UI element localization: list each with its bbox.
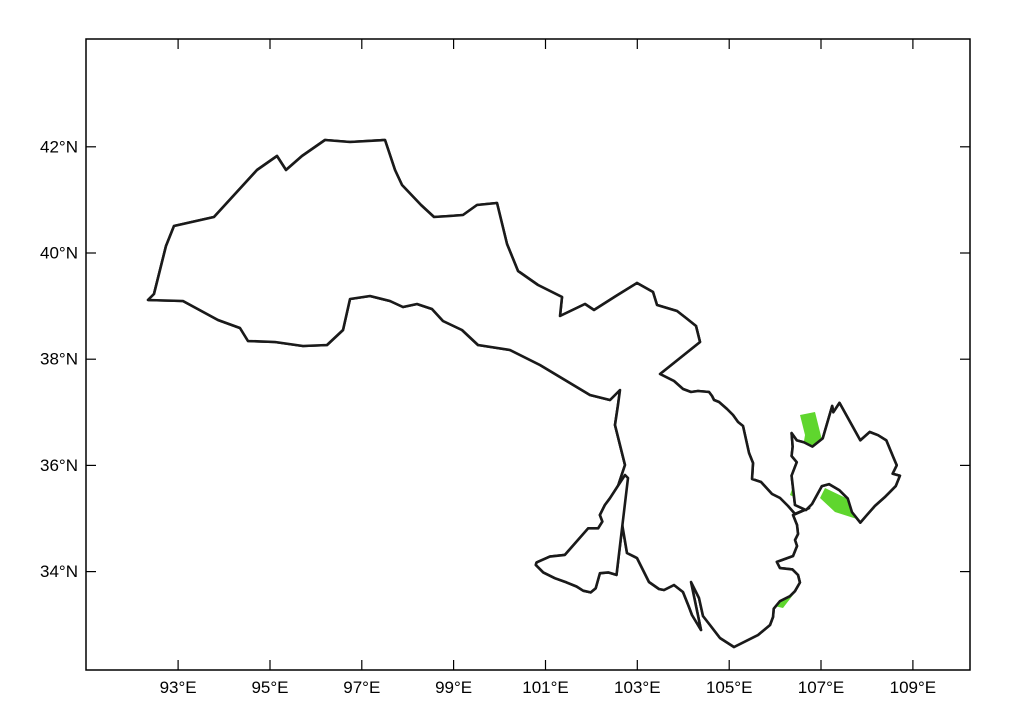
svg-text:38°N: 38°N (40, 350, 78, 369)
svg-text:95°E: 95°E (251, 678, 288, 697)
svg-text:101°E: 101°E (522, 678, 569, 697)
svg-text:109°E: 109°E (890, 678, 937, 697)
svg-text:93°E: 93°E (160, 678, 197, 697)
svg-text:107°E: 107°E (798, 678, 845, 697)
svg-text:42°N: 42°N (40, 138, 78, 157)
svg-text:99°E: 99°E (435, 678, 472, 697)
svg-text:36°N: 36°N (40, 456, 78, 475)
svg-text:103°E: 103°E (614, 678, 661, 697)
svg-text:40°N: 40°N (40, 244, 78, 263)
svg-text:34°N: 34°N (40, 562, 78, 581)
svg-text:97°E: 97°E (343, 678, 380, 697)
svg-text:105°E: 105°E (706, 678, 753, 697)
